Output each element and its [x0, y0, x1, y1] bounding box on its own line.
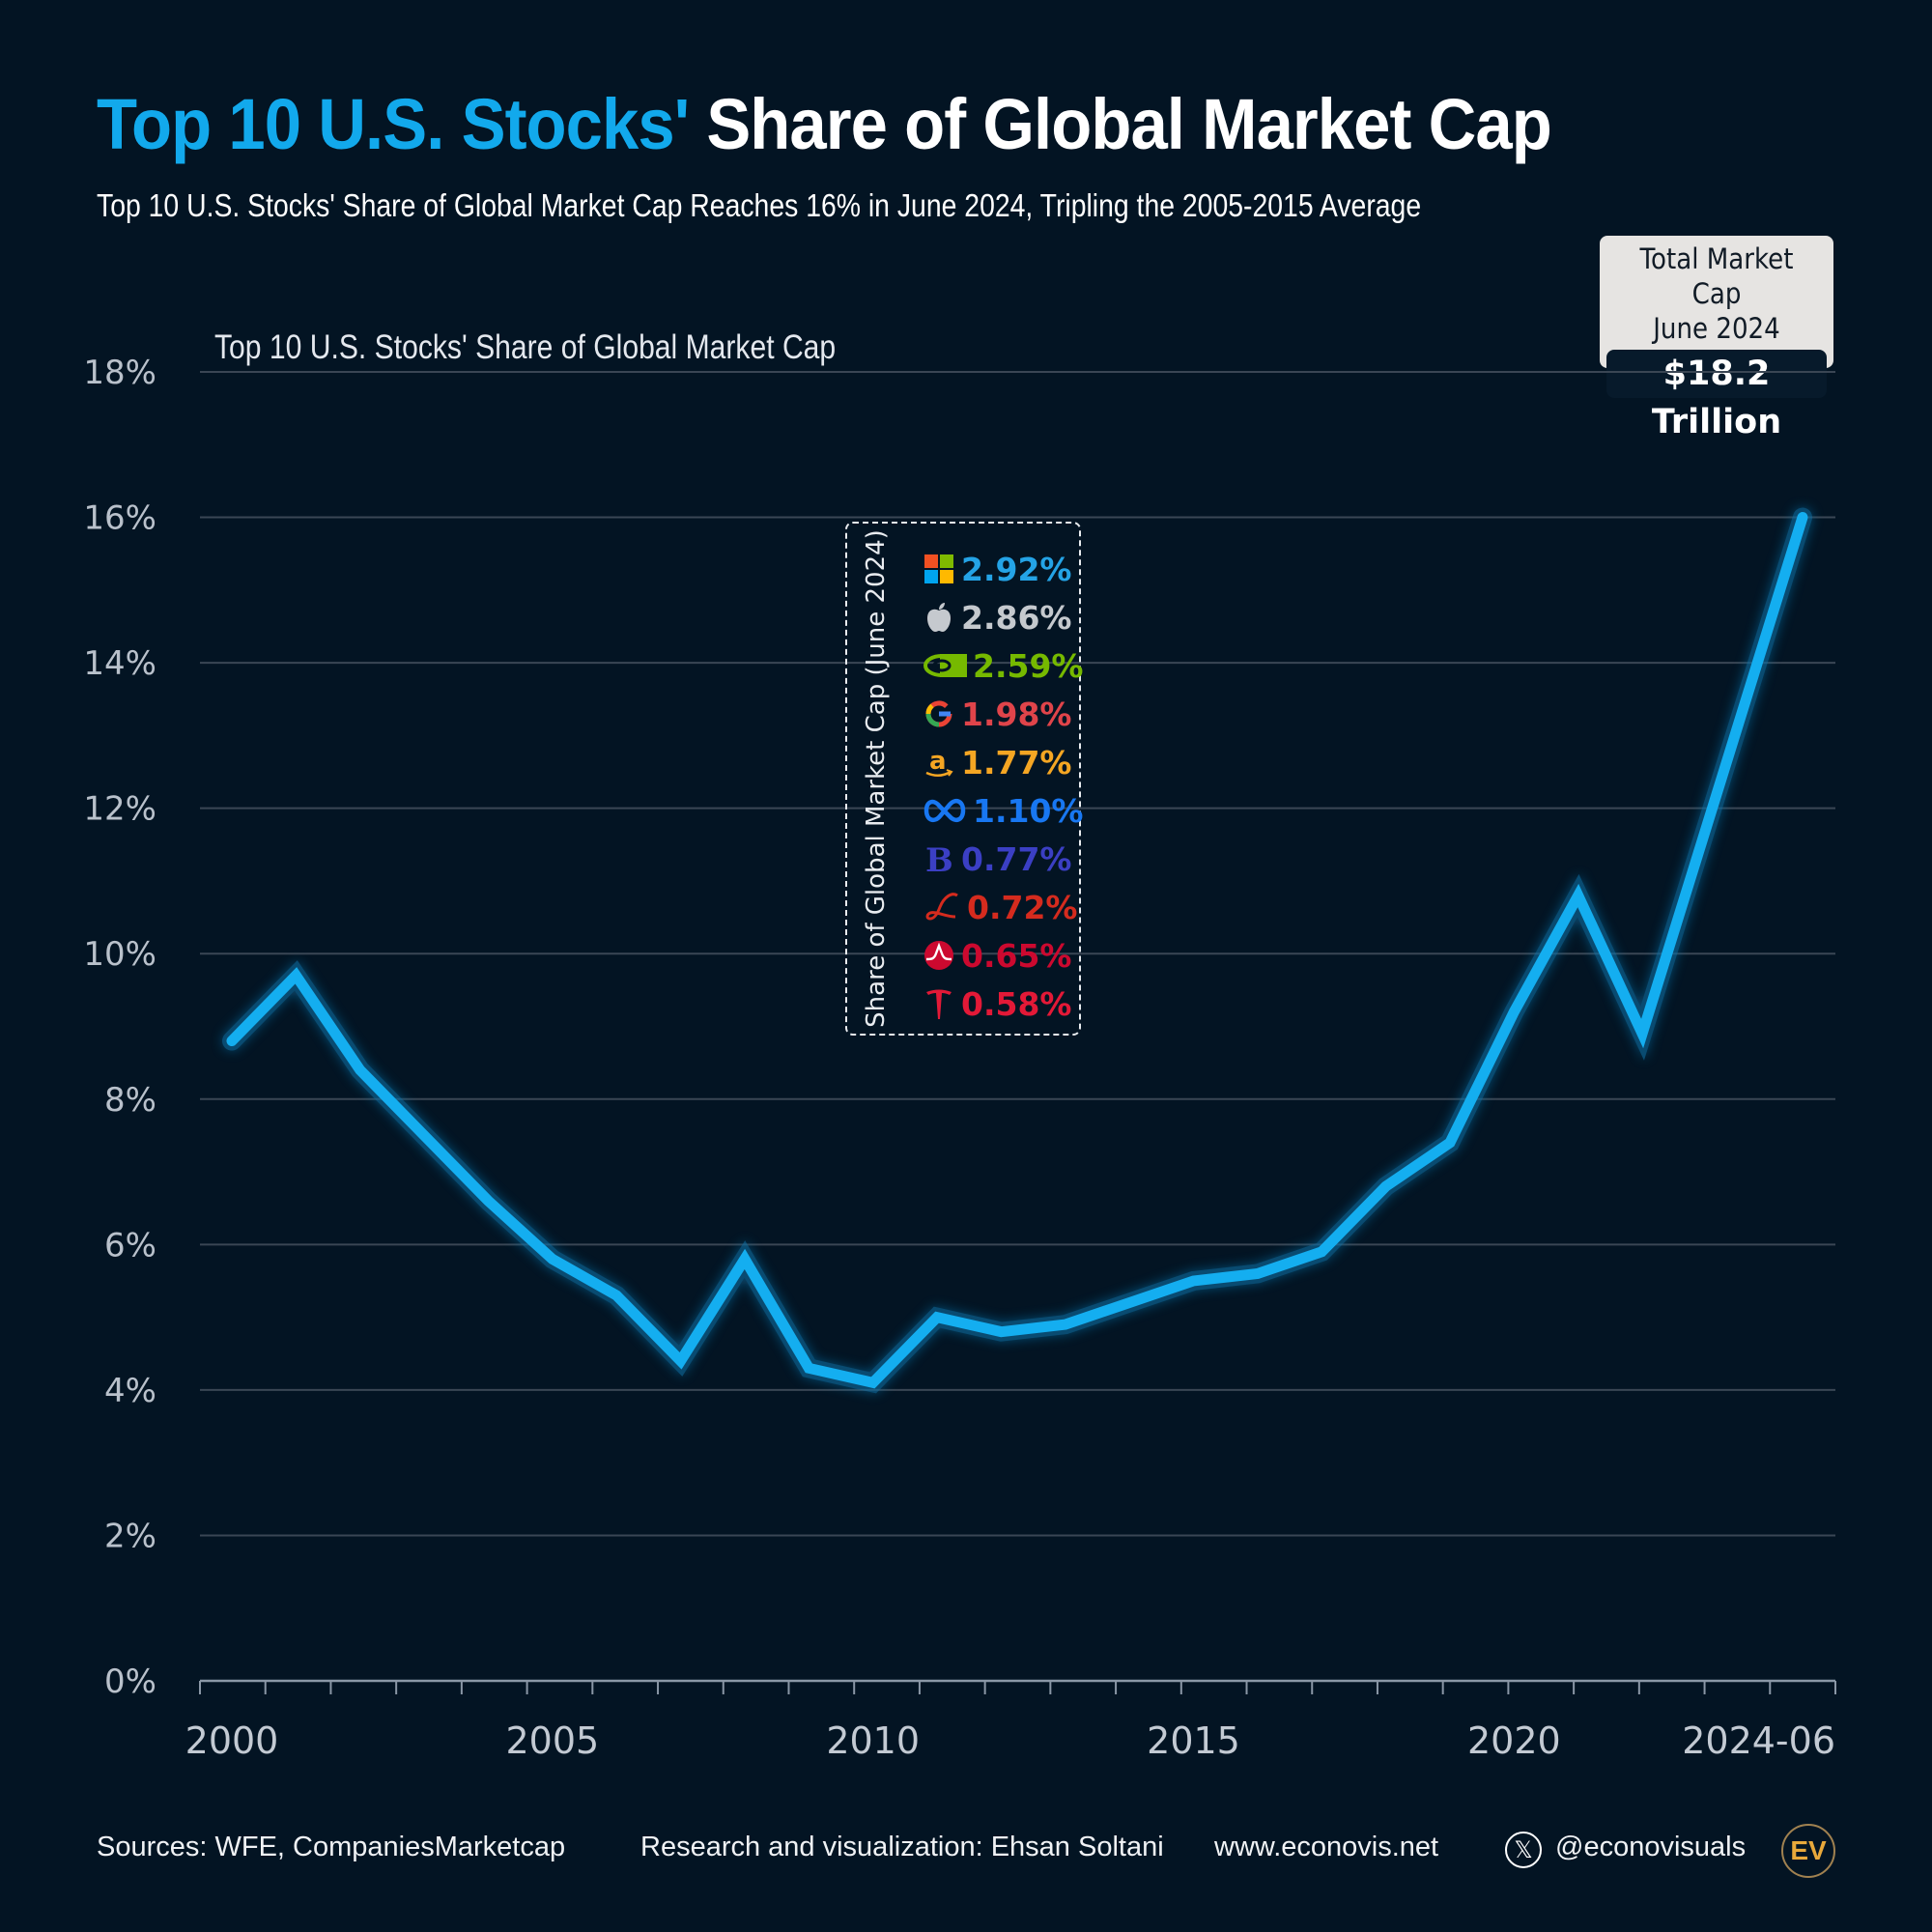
legend-title: Share of Global Market Cap (June 2024): [862, 529, 891, 1028]
google-logo-icon: [923, 697, 955, 730]
svg-text:a: a: [929, 747, 947, 776]
x-tick-label: 2000: [185, 1719, 279, 1762]
y-tick-label: 4%: [104, 1372, 156, 1410]
social-handle-link[interactable]: @econovisuals: [1555, 1832, 1747, 1862]
broadcom-logo-icon: [923, 939, 955, 972]
y-tick-label: 8%: [104, 1081, 156, 1120]
legend-value: 2.92%: [961, 550, 1072, 588]
y-tick-label: 0%: [104, 1662, 156, 1701]
legend-value: 1.10%: [973, 791, 1084, 830]
credit-text: Research and visualization: Ehsan Soltan…: [640, 1832, 1164, 1862]
legend-value: 1.98%: [961, 695, 1072, 733]
chart-subtitle: Top 10 U.S. Stocks' Share of Global Mark…: [97, 187, 1422, 223]
x-axis: 2000 2005 2010 2015 2020 2024-06: [185, 1679, 1836, 1762]
apple-logo-icon: [923, 601, 955, 634]
tesla-logo-icon: [923, 987, 955, 1020]
legend-item-alphabet: 1.98%: [923, 690, 1084, 738]
total-market-cap-label-2: June 2024: [1653, 312, 1780, 345]
x-tick-label: 2020: [1467, 1719, 1561, 1762]
legend-value: 2.59%: [973, 646, 1084, 685]
legend-items: 2.92% 2.86% 2.59%: [923, 545, 1084, 1028]
legend-value: 0.72%: [967, 888, 1078, 926]
y-tick-label: 16%: [83, 499, 156, 538]
legend-item-berkshire-hathaway: B 0.77%: [923, 835, 1084, 883]
microsoft-logo-icon: [923, 553, 955, 585]
y-tick-label: 6%: [104, 1226, 156, 1264]
y-axis: 0% 2% 4% 6% 8% 10% 12% 14% 16% 18%: [83, 354, 156, 1701]
amazon-logo-icon: a: [923, 746, 955, 779]
sources-text: Sources: WFE, CompaniesMarketcap: [97, 1832, 566, 1862]
y-tick-label: 14%: [83, 644, 156, 683]
legend-item-tesla: 0.58%: [923, 980, 1084, 1028]
x-tick-label: 2024-06: [1682, 1719, 1835, 1762]
series-label: Top 10 U.S. Stocks' Share of Global Mark…: [214, 328, 837, 366]
legend-value: 2.86%: [961, 598, 1072, 637]
chart-title-accent: Top 10 U.S. Stocks': [97, 84, 690, 164]
nvidia-logo-icon: [923, 649, 967, 682]
x-tick-label: 2015: [1147, 1719, 1240, 1762]
website-link[interactable]: www.econovis.net: [1214, 1832, 1439, 1862]
y-tick-label: 2%: [104, 1517, 156, 1555]
svg-text:B: B: [925, 842, 953, 875]
x-logo-icon[interactable]: 𝕏: [1505, 1832, 1542, 1868]
x-tick-label: 2010: [826, 1719, 920, 1762]
legend-value: 0.77%: [961, 839, 1072, 878]
legend-value: 0.58%: [961, 984, 1072, 1023]
chart-title: Top 10 U.S. Stocks' Share of Global Mark…: [97, 89, 1552, 160]
y-tick-label: 18%: [83, 354, 156, 392]
legend-value: 1.77%: [961, 743, 1072, 781]
total-market-cap-label-1: Total Market Cap: [1639, 242, 1794, 310]
legend-value: 0.65%: [961, 936, 1072, 975]
total-market-cap-value: $18.2 Trillion: [1606, 350, 1827, 441]
legend-item-apple: 2.86%: [923, 593, 1084, 641]
y-tick-label: 12%: [83, 790, 156, 829]
y-tick-label: 10%: [83, 935, 156, 974]
company-share-legend: Share of Global Market Cap (June 2024) 2…: [845, 522, 1084, 1036]
total-market-cap-box: Total Market Cap June 2024 $18.2 Trillio…: [1600, 236, 1833, 441]
berkshire-logo-icon: B: [923, 842, 955, 875]
series-line: [226, 512, 1808, 1389]
legend-item-nvidia: 2.59%: [923, 641, 1084, 690]
legend-item-broadcom: 0.65%: [923, 931, 1084, 980]
meta-logo-icon: [923, 794, 967, 827]
legend-item-microsoft: 2.92%: [923, 545, 1084, 593]
legend-item-eli-lilly: 0.72%: [923, 883, 1084, 931]
x-tick-label: 2005: [505, 1719, 599, 1762]
legend-item-meta: 1.10%: [923, 786, 1084, 835]
legend-item-amazon: a 1.77%: [923, 738, 1084, 786]
series: [222, 507, 1812, 1394]
chart-title-rest: Share of Global Market Cap: [706, 84, 1551, 164]
eli-lilly-logo-icon: [923, 891, 961, 923]
gridlines: [200, 371, 1835, 1537]
ev-brand-logo-icon: EV: [1781, 1824, 1835, 1878]
